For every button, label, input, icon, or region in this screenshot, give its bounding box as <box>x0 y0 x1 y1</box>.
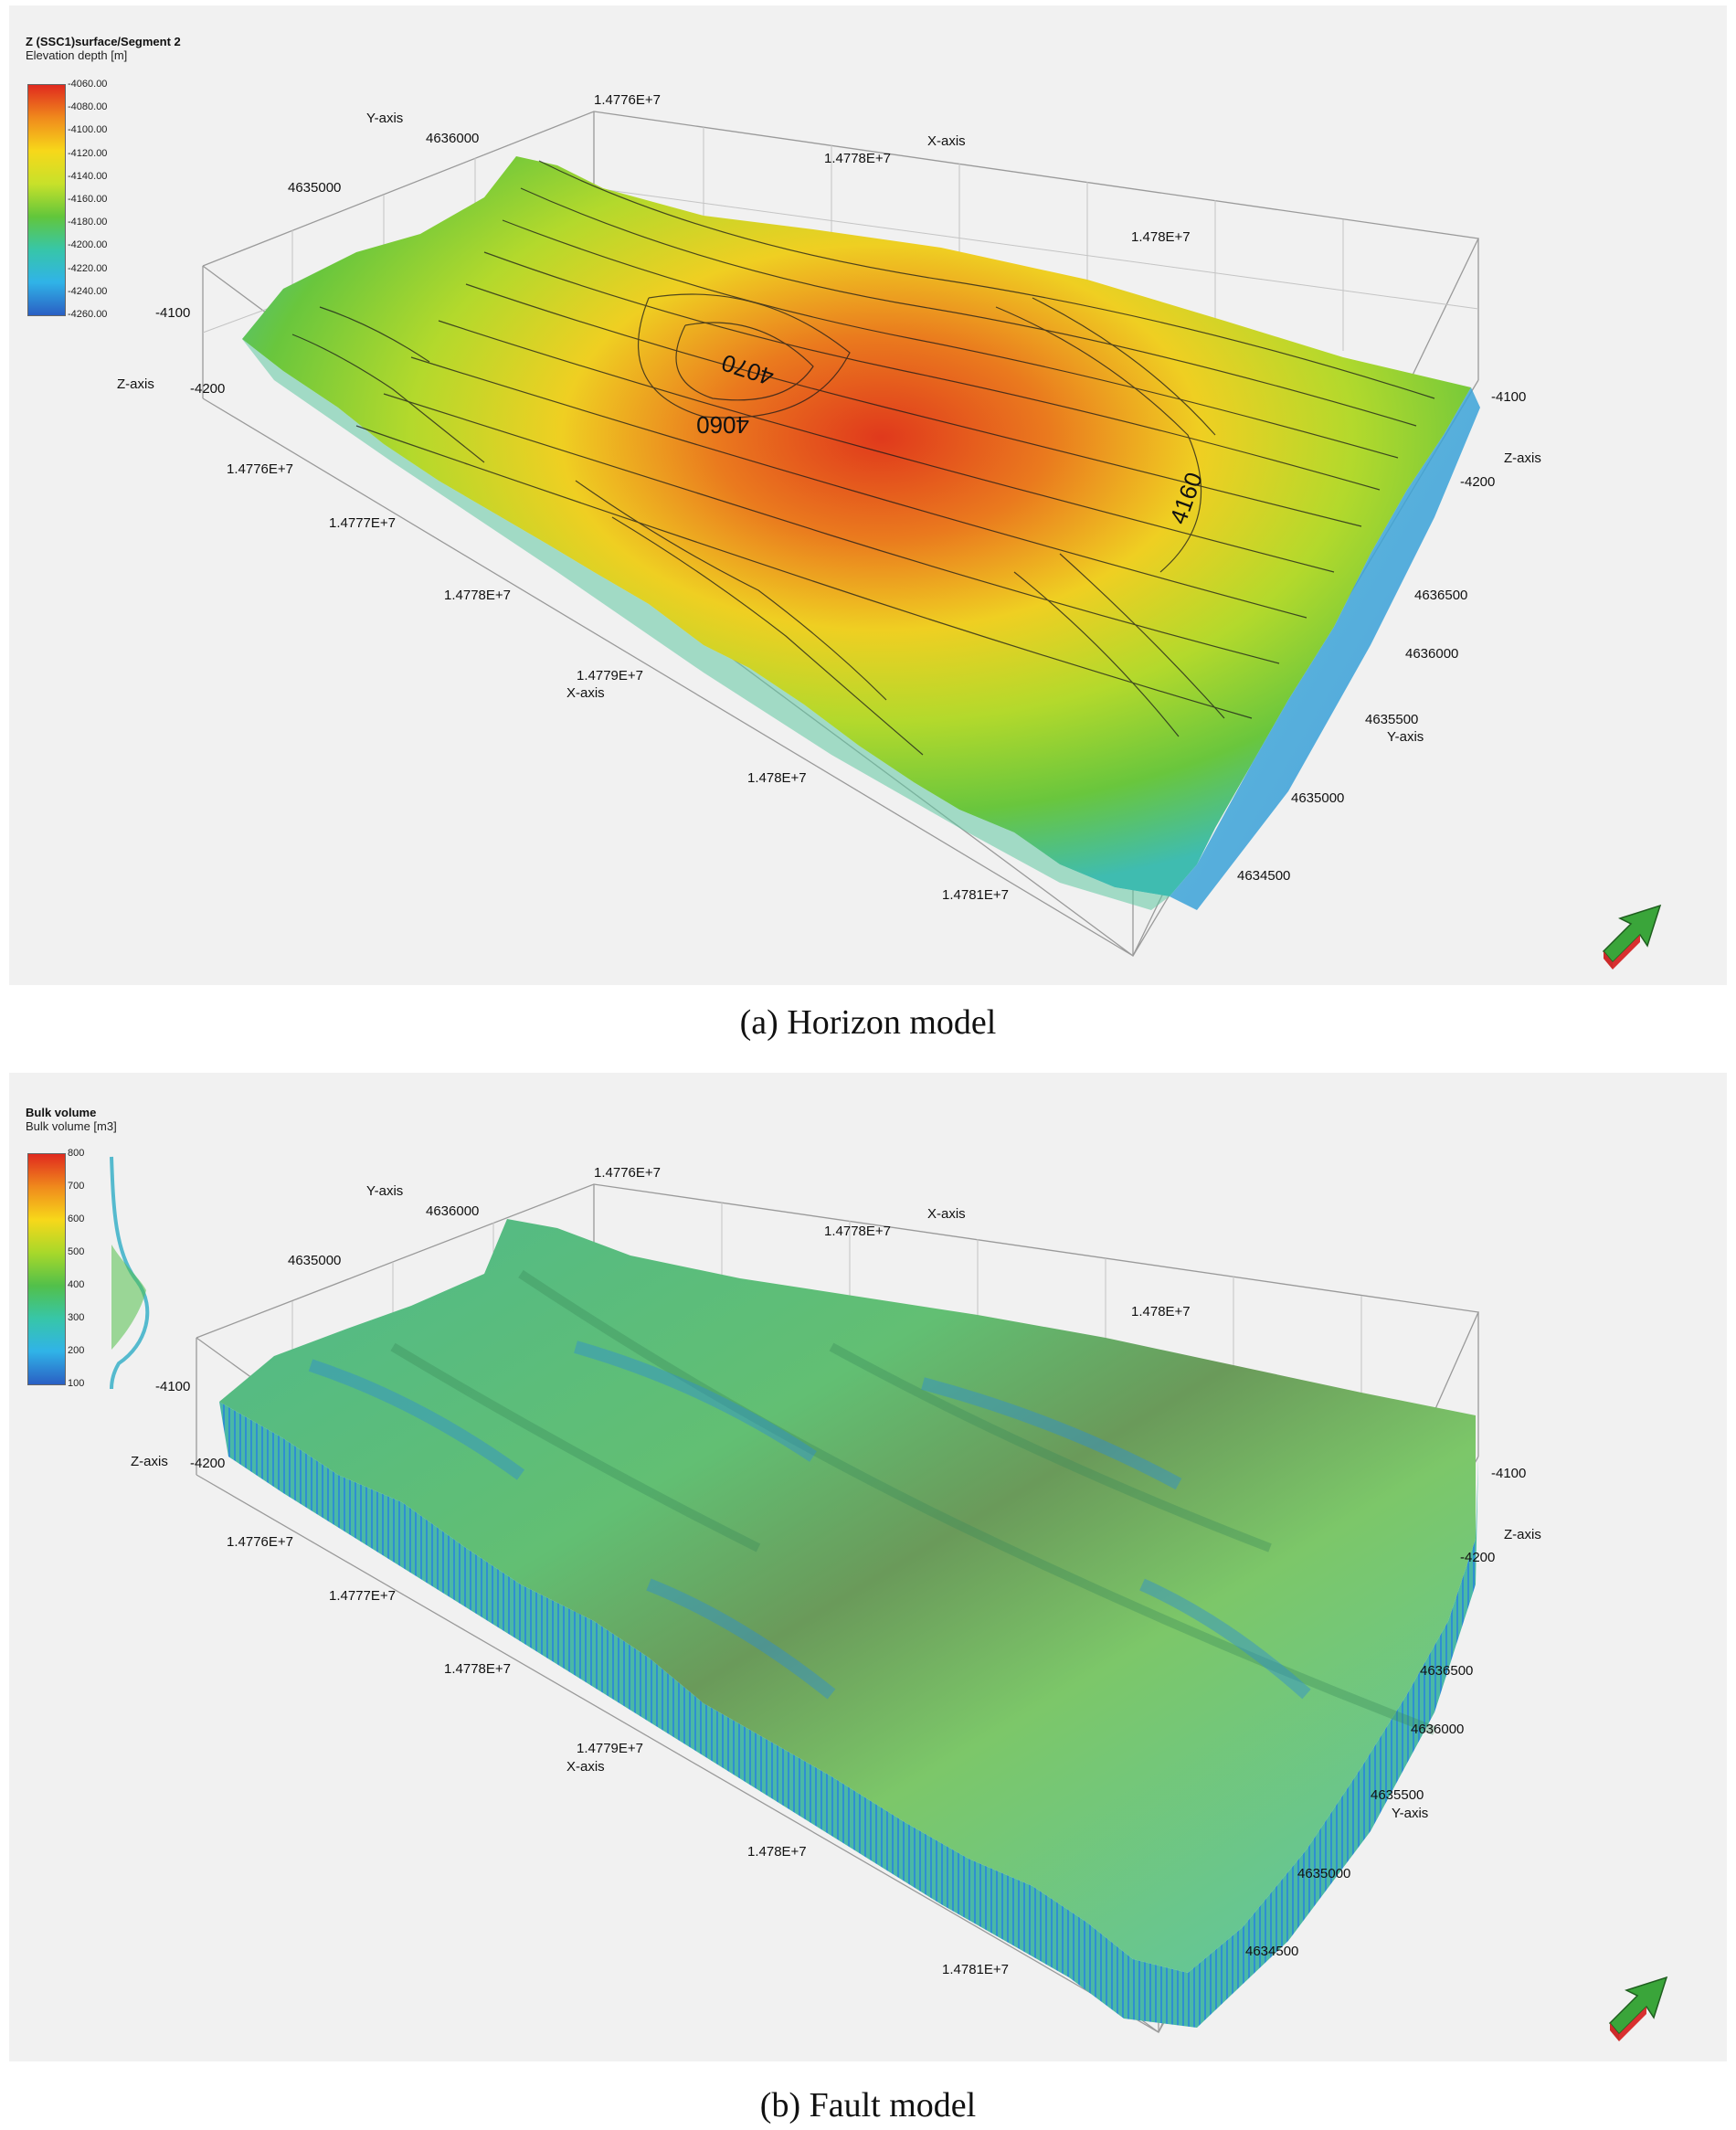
y-axis-label-top: Y-axis <box>366 111 403 126</box>
legend-tick-label: 800 <box>68 1148 85 1159</box>
figure-caption-b: (b) Fault model <box>759 2086 977 2125</box>
x-axis-label-bottom: X-axis <box>566 685 605 701</box>
tick-label: -4200 <box>1460 474 1495 490</box>
tick-label: 1.478E+7 <box>1131 1304 1191 1319</box>
tick-label: 1.4781E+7 <box>942 887 1009 903</box>
color-scale-ticks: -4060.00 -4080.00 -4100.00 -4120.00 -4140.00… <box>68 79 141 320</box>
legend-title: Z (SSC1)surface/Segment 2 <box>26 35 181 48</box>
north-arrow-icon[interactable] <box>1608 1976 1668 2041</box>
contour-label: 4060 <box>696 411 749 439</box>
legend-tick-label: -4180.00 <box>68 217 108 228</box>
tick-label: 1.4776E+7 <box>227 461 293 477</box>
tick-label: 1.4777E+7 <box>329 515 396 531</box>
legend-tick-label: -4140.00 <box>68 170 108 182</box>
legend-tick-label: 600 <box>68 1213 85 1224</box>
tick-label: 1.4779E+7 <box>577 668 643 684</box>
tick-label: -4100 <box>1491 389 1526 405</box>
tick-label: 1.4776E+7 <box>594 92 661 108</box>
legend-tick-label: -4080.00 <box>68 101 108 113</box>
tick-label: 4635000 <box>1297 1866 1350 1881</box>
tick-label: -4200 <box>1460 1550 1495 1565</box>
legend-tick-label: 500 <box>68 1246 85 1257</box>
tick-label: 1.4777E+7 <box>329 1588 396 1604</box>
z-axis-label-right: Z-axis <box>1504 1527 1541 1542</box>
horizon-model-panel: 4060 4070 4160 Y-axis X-axis Z-axis Z-ax… <box>9 5 1727 985</box>
tick-label: 1.4776E+7 <box>227 1534 293 1550</box>
z-axis-label-left: Z-axis <box>117 376 154 392</box>
tick-label: 1.4778E+7 <box>444 588 511 603</box>
tick-label: 1.4778E+7 <box>444 1661 511 1677</box>
z-axis-label-right: Z-axis <box>1504 450 1541 466</box>
color-scale-bar <box>27 1153 66 1385</box>
tick-label: -4100 <box>1491 1466 1526 1481</box>
tick-label: 4636000 <box>426 131 479 146</box>
tick-label: 4635000 <box>288 1253 341 1268</box>
legend-subtitle: Bulk volume [m3] <box>26 1119 117 1133</box>
legend-tick-label: -4100.00 <box>68 124 108 136</box>
surface-edge <box>1170 387 1480 910</box>
y-axis-label-top: Y-axis <box>366 1183 403 1199</box>
tick-label: 1.4778E+7 <box>824 151 891 166</box>
legend-tick-label: -4240.00 <box>68 285 108 297</box>
x-axis-label-bottom: X-axis <box>566 1759 605 1775</box>
tick-label: 4636000 <box>426 1203 479 1219</box>
y-axis-label-right: Y-axis <box>1387 729 1424 745</box>
tick-label: 4636000 <box>1405 646 1458 662</box>
legend-tick-label: -4160.00 <box>68 194 108 205</box>
axis-labels: Y-axis X-axis Z-axis Z-axis X-axis Y-axi… <box>131 1165 1541 1977</box>
horizon-3d-view: 4060 4070 4160 Y-axis X-axis Z-axis Z-ax… <box>117 92 1662 970</box>
tick-label: 1.478E+7 <box>1131 229 1191 245</box>
tick-label: 4636000 <box>1411 1722 1464 1737</box>
tick-label: 4635000 <box>1291 790 1344 806</box>
legend-tick-label: -4260.00 <box>68 309 108 320</box>
tick-label: 1.4778E+7 <box>824 1224 891 1239</box>
legend-tick-label: 100 <box>68 1378 85 1389</box>
legend-tick-label: -4220.00 <box>68 262 108 274</box>
figure-caption-a: (a) Horizon model <box>739 1003 997 1042</box>
tick-label: -4200 <box>190 381 225 397</box>
axis-labels: Y-axis X-axis Z-axis Z-axis X-axis Y-axi… <box>117 92 1541 903</box>
legend-tick-label: 200 <box>68 1345 85 1356</box>
tick-label: 4636500 <box>1420 1663 1473 1679</box>
legend-tick-label: -4200.00 <box>68 239 108 251</box>
legend-tick-label: -4120.00 <box>68 147 108 159</box>
tick-label: -4200 <box>190 1456 225 1471</box>
x-axis-label-top: X-axis <box>927 133 966 149</box>
y-axis-label-right: Y-axis <box>1392 1806 1428 1821</box>
tick-label: -4100 <box>155 1379 190 1394</box>
tick-label: 1.478E+7 <box>747 770 807 786</box>
tick-label: 1.478E+7 <box>747 1844 807 1860</box>
tick-label: 4635500 <box>1371 1787 1424 1803</box>
color-scale-bar <box>27 84 66 316</box>
fault-ridges <box>390 1269 1436 1735</box>
fault-surface <box>219 1219 1476 1973</box>
fault-model-panel: Y-axis X-axis Z-axis Z-axis X-axis Y-axi… <box>9 1073 1727 2061</box>
horizon-surface <box>242 156 1471 896</box>
x-axis-label-top: X-axis <box>927 1206 966 1222</box>
tick-label: -4100 <box>155 305 190 321</box>
legend-subtitle: Elevation depth [m] <box>26 48 128 62</box>
contour-lines <box>291 160 1435 756</box>
tick-label: 1.4779E+7 <box>577 1741 643 1756</box>
fault-traces <box>308 1341 1311 1700</box>
north-arrow-icon[interactable] <box>1602 904 1662 970</box>
z-axis-label-left: Z-axis <box>131 1454 168 1469</box>
fault-3d-view: Y-axis X-axis Z-axis Z-axis X-axis Y-axi… <box>131 1165 1668 2041</box>
tick-label: 4634500 <box>1237 868 1290 884</box>
legend-title: Bulk volume <box>26 1106 97 1119</box>
tick-label: 4634500 <box>1245 1944 1298 1959</box>
histogram-curve <box>110 1156 150 1390</box>
legend-tick-label: 400 <box>68 1279 85 1290</box>
legend-tick-label: 300 <box>68 1312 85 1323</box>
legend-tick-label: -4060.00 <box>68 79 108 90</box>
tick-label: 1.4781E+7 <box>942 1962 1009 1977</box>
legend-tick-label: 700 <box>68 1181 85 1192</box>
color-scale-ticks: 800 700 600 500 400 300 200 100 <box>68 1148 141 1389</box>
tick-label: 4635000 <box>288 180 341 196</box>
tick-label: 4635500 <box>1365 712 1418 727</box>
tick-label: 1.4776E+7 <box>594 1165 661 1181</box>
tick-label: 4636500 <box>1414 588 1467 603</box>
